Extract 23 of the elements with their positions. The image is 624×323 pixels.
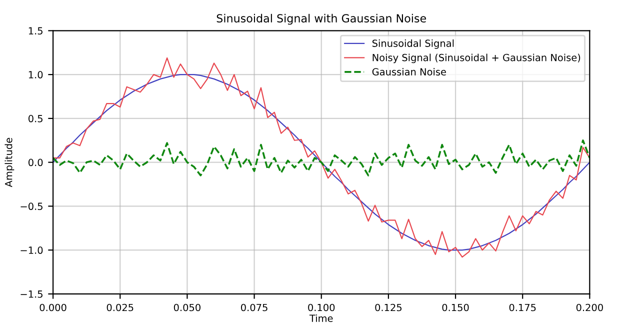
line-series bbox=[53, 139, 590, 176]
y-tick-label: 1.0 bbox=[28, 71, 43, 78]
x-axis-title: Time bbox=[309, 314, 333, 322]
y-tick-label: 1.5 bbox=[28, 27, 42, 35]
y-tick-label: −1.5 bbox=[20, 290, 42, 298]
y-tick-label: 0.5 bbox=[28, 114, 42, 122]
y-axis-title: Amplitude bbox=[4, 138, 14, 188]
x-tick-label: 0.000 bbox=[40, 304, 66, 312]
legend-label: Noisy Signal (Sinusoidal + Gaussian Noise) bbox=[372, 54, 580, 64]
legend-label: Sinusoidal Signal bbox=[372, 39, 454, 49]
y-tick-label: −1.0 bbox=[20, 246, 43, 254]
y-tick-label: 0.0 bbox=[28, 158, 43, 166]
x-tick-label: 0.075 bbox=[241, 304, 268, 312]
x-tick-label: 0.150 bbox=[442, 304, 469, 312]
x-tick-label: 0.050 bbox=[174, 304, 200, 312]
chart-title: Sinusoidal Signal with Gaussian Noise bbox=[216, 14, 426, 25]
y-tick-label: −0.5 bbox=[20, 202, 42, 210]
x-tick-label: 0.100 bbox=[308, 304, 335, 312]
x-tick-label: 0.025 bbox=[106, 304, 134, 312]
legend-label: Gaussian Noise bbox=[372, 68, 446, 76]
x-tick-label: 0.175 bbox=[509, 304, 536, 312]
x-tick-label: 0.200 bbox=[576, 304, 603, 312]
x-tick-label: 0.125 bbox=[375, 304, 402, 312]
